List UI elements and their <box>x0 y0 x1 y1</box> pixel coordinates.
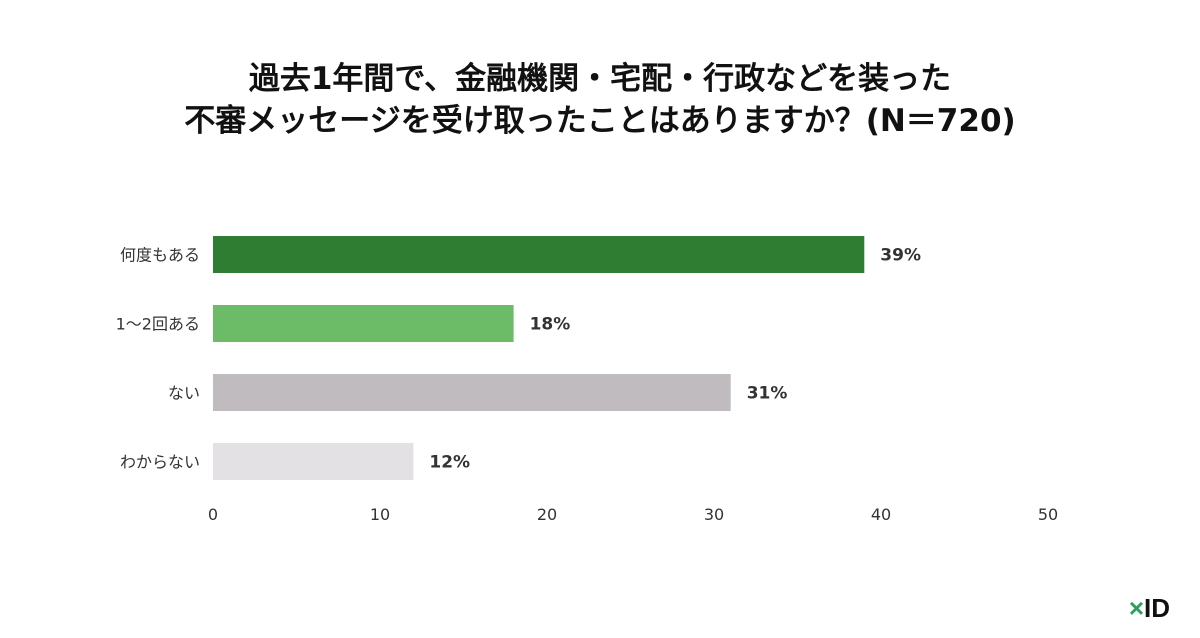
x-tick-label-2: 10 <box>370 505 390 524</box>
x-tick-label-5: 40 <box>871 505 891 524</box>
bar-4 <box>213 443 414 480</box>
category-label-2: 1〜2回ある <box>116 315 200 334</box>
data-label-1: 39% <box>880 246 921 266</box>
x-tick-label-3: 20 <box>537 505 557 524</box>
category-label-1: 何度もある <box>120 246 200 265</box>
bar-2 <box>213 305 514 342</box>
brand-logo: ×ID <box>1129 593 1170 624</box>
bar-3 <box>213 374 731 411</box>
data-label-2: 18% <box>530 315 571 335</box>
x-tick-label-6: 50 <box>1038 505 1058 524</box>
brand-logo-mark: × <box>1128 593 1144 623</box>
brand-logo-text: ID <box>1144 593 1170 623</box>
category-label-3: ない <box>168 384 200 403</box>
chart-title-line-1: 過去1年間で、金融機関・宅配・行政などを装った <box>248 61 952 97</box>
x-tick-label-4: 30 <box>704 505 724 524</box>
data-label-4: 12% <box>429 453 470 473</box>
chart-title: 過去1年間で、金融機関・宅配・行政などを装った 不審メッセージを受け取ったことは… <box>0 58 1200 142</box>
data-label-3: 31% <box>747 384 788 404</box>
chart-title-line-2: 不審メッセージを受け取ったことはありますか？(N＝720) <box>184 103 1016 139</box>
bar-1 <box>213 236 865 273</box>
x-tick-label-1: 0 <box>208 505 218 524</box>
category-label-4: わからない <box>120 453 200 472</box>
